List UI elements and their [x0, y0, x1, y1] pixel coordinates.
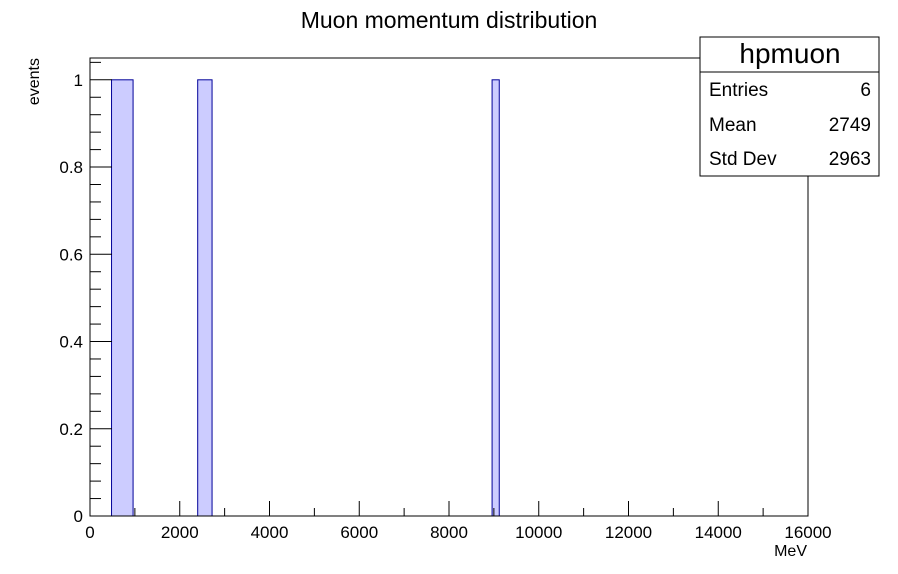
- x-tick-label: 6000: [340, 523, 378, 542]
- x-tick-label: 14000: [695, 523, 742, 542]
- stats-entries-label: Entries: [709, 80, 768, 101]
- y-tick-label: 1: [74, 71, 83, 90]
- stats-box-frame: [699, 36, 880, 177]
- stats-box: hpmuon Entries 6 Mean 2749 Std Dev 2963: [699, 36, 880, 177]
- x-tick-label: 10000: [515, 523, 562, 542]
- x-axis-ticks: 0 2000 4000 6000 8000 10000 12000 14000 16000: [85, 501, 832, 542]
- y-tick-label: 0.6: [59, 245, 83, 264]
- x-tick-label: 16000: [784, 523, 831, 542]
- histogram-bar-3: [491, 79, 500, 517]
- x-tick-label: 8000: [430, 523, 468, 542]
- y-tick-label: 0: [74, 507, 83, 526]
- y-tick-label: 0.2: [59, 420, 83, 439]
- x-tick-label: 0: [85, 523, 94, 542]
- stats-mean-value: 2749: [829, 115, 871, 136]
- y-tick-label: 0.8: [59, 158, 83, 177]
- stats-histogram-name: hpmuon: [739, 38, 840, 69]
- histogram-bar-1: [111, 79, 134, 517]
- x-tick-label: 12000: [605, 523, 652, 542]
- y-axis-ticks: 0 0.2 0.4 0.6 0.8 1: [59, 61, 112, 526]
- stats-std-value: 2963: [829, 149, 871, 170]
- x-tick-label: 2000: [161, 523, 199, 542]
- y-axis-label: events: [26, 58, 43, 105]
- y-tick-label: 0.4: [59, 333, 83, 352]
- histogram-bar-2: [197, 79, 213, 517]
- stats-mean-label: Mean: [709, 115, 757, 136]
- x-axis-label: MeV: [774, 543, 807, 560]
- chart-title: Muon momentum distribution: [301, 7, 598, 33]
- x-tick-label: 4000: [251, 523, 289, 542]
- histogram-bars: [111, 79, 500, 517]
- stats-std-label: Std Dev: [709, 149, 777, 170]
- stats-entries-value: 6: [860, 80, 871, 101]
